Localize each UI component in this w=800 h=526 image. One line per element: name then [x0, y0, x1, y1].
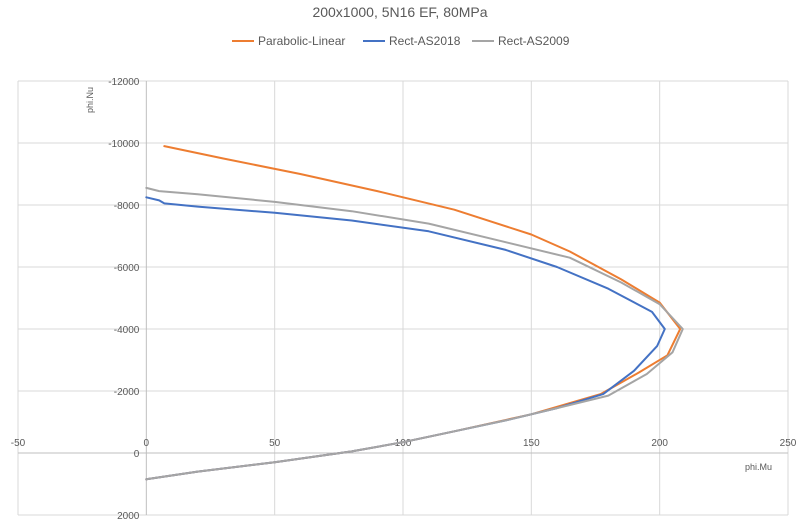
legend-entry: Parabolic-Linear	[258, 34, 345, 48]
x-tick-label: 200	[651, 438, 668, 449]
legend-entry: Rect-AS2018	[389, 34, 461, 48]
x-tick-label: 50	[269, 438, 281, 449]
y-axis-label: phi.Nu	[85, 87, 95, 113]
x-tick-label: 100	[395, 438, 412, 449]
legend-entry: Rect-AS2009	[498, 34, 570, 48]
y-tick-label: -6000	[114, 263, 140, 274]
chart-title: 200x1000, 5N16 EF, 80MPa	[312, 4, 487, 20]
y-tick-label: -10000	[108, 139, 140, 150]
x-tick-labels: -50 0 50 100 150 200 250	[11, 438, 797, 449]
series-lines	[145, 145, 684, 481]
y-tick-label: -8000	[114, 201, 140, 212]
series-line-rect-as2018	[145, 196, 666, 481]
y-tick-label: -4000	[114, 325, 140, 336]
x-tick-label: 0	[144, 438, 150, 449]
x-tick-label: 250	[780, 438, 797, 449]
y-tick-label: -12000	[108, 77, 140, 88]
legend: Parabolic-Linear Rect-AS2018 Rect-AS2009	[232, 34, 570, 48]
y-tick-label: 0	[134, 449, 140, 460]
axes	[18, 81, 788, 515]
series-line-rect-as2009	[145, 186, 684, 481]
y-tick-label: -2000	[114, 387, 140, 398]
y-tick-label: 2000	[117, 511, 140, 522]
x-axis-label: phi.Mu	[745, 462, 772, 472]
y-tick-labels: -12000 -10000 -8000 -6000 -4000 -2000 0 2000	[108, 77, 140, 522]
x-tick-label: -50	[11, 438, 26, 449]
x-tick-label: 150	[523, 438, 540, 449]
